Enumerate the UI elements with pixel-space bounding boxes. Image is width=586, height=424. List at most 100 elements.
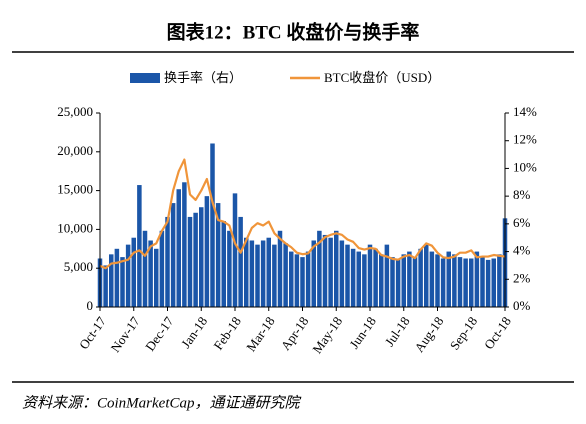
x-tick-label: Jun-18 [346, 314, 379, 352]
legend-label: BTC收盘价（USD） [324, 70, 440, 85]
bar [317, 230, 322, 307]
bar [334, 230, 339, 307]
bar [204, 196, 210, 307]
bar [103, 265, 108, 307]
bar [300, 257, 305, 307]
x-tick-label: Feb-18 [210, 314, 243, 353]
bar [238, 216, 243, 307]
bar [215, 203, 221, 307]
bar [362, 254, 367, 307]
bar [109, 254, 114, 307]
bar [210, 143, 215, 307]
bar [345, 244, 350, 307]
bar [289, 251, 294, 307]
bar [424, 244, 429, 307]
bar [255, 244, 260, 307]
bar [283, 243, 288, 307]
bar [170, 203, 176, 307]
bar [463, 258, 468, 307]
bar [272, 244, 277, 307]
bar [429, 251, 435, 307]
bar [114, 248, 120, 307]
legend-label: 换手率（右） [164, 70, 242, 85]
x-tick-label: Sep-18 [447, 314, 480, 353]
bar [232, 193, 238, 307]
y-tick-label: 5,000 [64, 259, 93, 274]
y-tick-label: 15,000 [57, 182, 93, 197]
x-tick-label: Jul-18 [382, 314, 413, 349]
legend-swatch [130, 73, 160, 83]
bar [440, 258, 446, 307]
bar [244, 237, 249, 307]
bar [407, 251, 412, 307]
x-tick-label: Oct-17 [76, 313, 109, 352]
bar [452, 254, 457, 307]
bar [395, 258, 401, 307]
bar [457, 257, 463, 307]
bar [491, 258, 496, 307]
y2-tick-label: 4% [513, 243, 531, 258]
bar [418, 248, 423, 307]
bar [125, 244, 131, 307]
bar [356, 251, 361, 307]
x-tick-label: Apr-18 [278, 314, 312, 353]
y-tick-label: 0 [87, 298, 94, 313]
bar [379, 254, 384, 307]
x-tick-label: Nov-17 [108, 313, 143, 355]
bar [474, 251, 480, 307]
bar [165, 216, 170, 307]
bar [120, 257, 125, 307]
x-tick-label: Mar-18 [243, 314, 278, 354]
y2-tick-label: 6% [513, 215, 531, 230]
bar [350, 248, 356, 307]
x-tick-label: May-18 [309, 314, 345, 356]
bar [328, 237, 333, 307]
bar [154, 248, 159, 307]
bar [137, 185, 142, 307]
bar [266, 237, 271, 307]
bar [401, 254, 406, 307]
bar [187, 216, 193, 307]
x-tick-label: Oct-18 [481, 314, 514, 352]
bar [469, 258, 474, 307]
bar [193, 212, 198, 307]
bar [497, 254, 502, 307]
bar [311, 240, 316, 307]
y2-tick-label: 12% [513, 132, 537, 147]
bar [277, 230, 283, 307]
bar [227, 230, 232, 307]
bar [373, 248, 378, 307]
bar [339, 240, 345, 307]
bar [199, 207, 204, 307]
bar [446, 251, 451, 307]
bar [412, 257, 418, 307]
bar [305, 251, 311, 307]
bar [485, 259, 491, 307]
y2-tick-label: 10% [513, 159, 537, 174]
bar [142, 230, 148, 307]
bar [131, 237, 136, 307]
bar [176, 189, 181, 307]
line [99, 158, 506, 270]
x-tick-label: Aug-18 [411, 314, 446, 355]
bar [159, 230, 165, 307]
bar [221, 221, 226, 307]
y2-tick-label: 0% [513, 298, 531, 313]
bar [322, 234, 328, 307]
bar [260, 240, 266, 307]
bar [294, 254, 300, 307]
bar [367, 244, 373, 307]
bar [384, 244, 390, 307]
chart-title: 图表12：BTC 收盘价与换手率 [167, 20, 420, 43]
x-tick-label: Dec-17 [142, 313, 177, 353]
y-tick-label: 20,000 [57, 143, 93, 158]
bar [148, 240, 153, 307]
bar [249, 240, 255, 307]
y-tick-label: 25,000 [57, 104, 93, 119]
bar [435, 254, 440, 307]
x-tick-label: Jan-18 [178, 314, 210, 351]
y2-tick-label: 8% [513, 187, 531, 202]
y-tick-label: 10,000 [57, 220, 93, 235]
bar [390, 257, 395, 307]
